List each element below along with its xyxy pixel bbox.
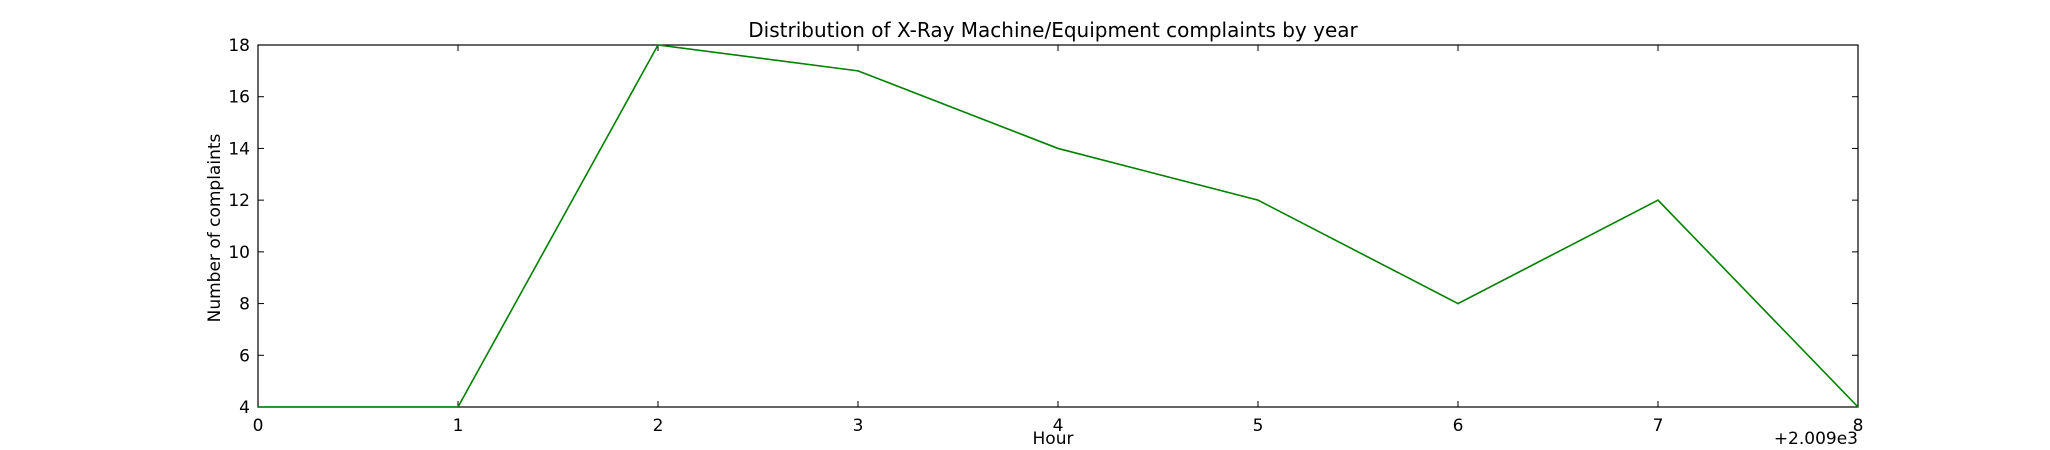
data-point xyxy=(457,406,459,408)
y-axis-label: Number of complaints xyxy=(205,133,225,322)
data-point xyxy=(657,44,659,46)
data-point xyxy=(857,70,859,72)
x-tick-label: 4 xyxy=(1053,416,1064,436)
data-point xyxy=(257,406,259,408)
data-point xyxy=(1857,406,1859,408)
x-tick-label: 1 xyxy=(453,416,464,436)
x-tick-label: 5 xyxy=(1253,416,1264,436)
y-tick-label: 12 xyxy=(228,191,250,211)
y-tick-label: 14 xyxy=(228,139,250,159)
data-point xyxy=(1457,302,1459,305)
x-tick-label: 0 xyxy=(253,416,264,436)
data-point xyxy=(1057,147,1059,150)
y-tick-label: 6 xyxy=(239,346,250,366)
x-tick-label: 6 xyxy=(1453,416,1464,436)
chart-title: Distribution of X-Ray Machine/Equipment … xyxy=(748,18,1358,42)
x-tick-label: 3 xyxy=(853,416,864,436)
x-axis-offset-label: +2.009e3 xyxy=(1774,429,1858,449)
data-point xyxy=(1657,199,1659,201)
y-tick-label: 10 xyxy=(228,243,250,263)
y-tick-label: 18 xyxy=(228,36,250,56)
x-axis-label: Hour xyxy=(1033,429,1074,449)
y-tick-label: 8 xyxy=(239,295,250,315)
x-tick-label: 2 xyxy=(653,416,664,436)
y-tick-label: 4 xyxy=(239,398,250,418)
x-tick-label: 8 xyxy=(1853,416,1864,436)
y-tick-label: 16 xyxy=(228,88,250,108)
x-tick-label: 7 xyxy=(1653,416,1664,436)
data-point xyxy=(1257,199,1259,201)
